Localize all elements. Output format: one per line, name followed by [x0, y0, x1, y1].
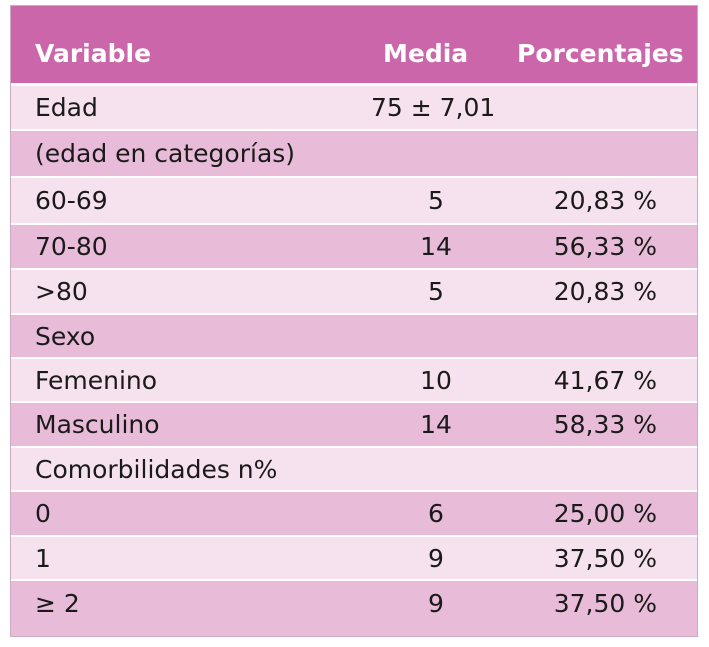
cell-porcentaje: 41,67 %: [553, 365, 657, 395]
table-row: 60-69 5 20,83 %: [11, 178, 697, 225]
cell-media: 5: [428, 277, 444, 306]
cell-variable: ≥ 2: [35, 589, 80, 618]
cell-media: 6: [428, 499, 444, 528]
cell-variable: 70-80: [35, 232, 108, 261]
table-row: 1 9 37,50 %: [11, 537, 697, 581]
cell-media: 75 ± 7,01: [371, 93, 496, 122]
table-row: Edad 75 ± 7,01: [11, 86, 697, 131]
cell-media: 14: [420, 232, 452, 261]
table-row: Masculino 14 58,33 %: [11, 403, 697, 448]
table-row: Femenino 10 41,67 %: [11, 359, 697, 403]
cell-variable: Edad: [35, 93, 98, 122]
cell-media: 10: [420, 365, 452, 395]
table-row: >80 5 20,83 %: [11, 270, 697, 315]
header-media: Media: [383, 39, 469, 68]
cell-variable: Masculino: [35, 410, 160, 439]
cell-porcentaje: 37,50 %: [553, 589, 657, 618]
cell-variable: >80: [35, 277, 88, 306]
cell-porcentaje: [491, 448, 657, 490]
table-header: Variable Media Porcentajes: [11, 6, 697, 86]
cell-media: [361, 448, 511, 490]
cell-porcentaje: 56,33 %: [553, 232, 657, 261]
cell-porcentaje: 58,33 %: [553, 410, 657, 439]
cell-porcentaje: [491, 131, 657, 176]
cell-variable: Femenino: [35, 365, 158, 395]
cell-media: [361, 131, 511, 176]
table-row: Comorbilidades n%: [11, 448, 697, 492]
header-variable: Variable: [35, 39, 152, 68]
table-row: 0 6 25,00 %: [11, 492, 697, 537]
cell-porcentaje: 25,00 %: [553, 499, 657, 528]
cell-porcentaje: [491, 86, 657, 129]
cell-variable: (edad en categorías): [35, 139, 296, 168]
cell-porcentaje: 37,50 %: [553, 543, 657, 573]
table-row: ≥ 2 9 37,50 %: [11, 581, 697, 636]
cell-variable: 1: [35, 543, 51, 573]
cell-porcentaje: [491, 315, 657, 357]
data-table: Variable Media Porcentajes Edad 75 ± 7,0…: [10, 5, 698, 637]
table-row: Sexo: [11, 315, 697, 359]
cell-variable: Sexo: [35, 321, 96, 351]
cell-variable: Comorbilidades n%: [35, 454, 278, 484]
cell-variable: 60-69: [35, 186, 108, 215]
cell-porcentaje: 20,83 %: [553, 277, 657, 306]
cell-porcentaje: 20,83 %: [553, 186, 657, 215]
cell-media: 9: [428, 589, 444, 618]
cell-variable: 0: [35, 499, 51, 528]
cell-media: 5: [428, 186, 444, 215]
header-porcentajes: Porcentajes: [517, 39, 684, 68]
cell-media: 14: [420, 410, 452, 439]
cell-media: 9: [428, 543, 444, 573]
table-row: (edad en categorías): [11, 131, 697, 178]
table-row: 70-80 14 56,33 %: [11, 225, 697, 270]
cell-media: [361, 315, 511, 357]
